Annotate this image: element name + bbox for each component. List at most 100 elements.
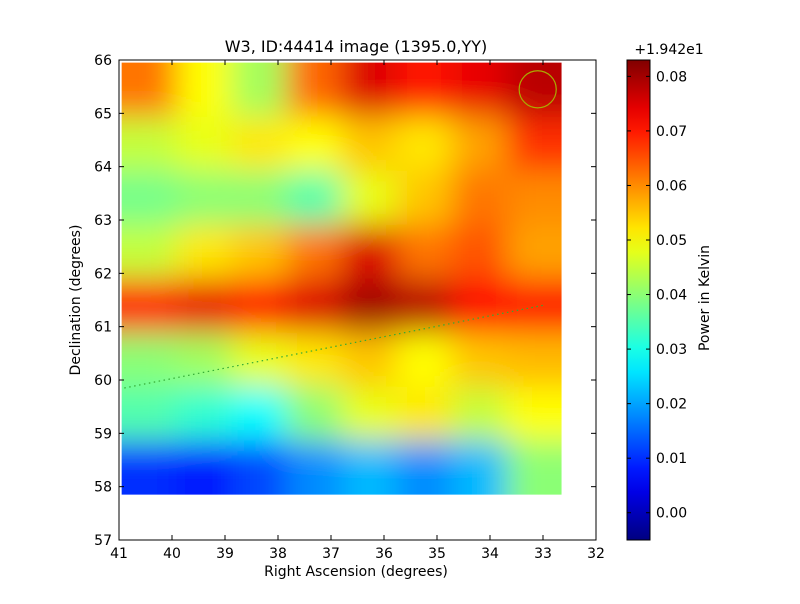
heatmap-cell [451,440,508,495]
y-tick-label: 63 [94,213,112,229]
y-tick-label: 65 [94,106,112,122]
heatmap-cell [286,224,343,280]
x-tick-label: 37 [322,546,340,562]
y-tick-label: 58 [94,480,112,496]
heatmap-cell [506,440,562,495]
heatmap-cell [176,62,233,118]
heatmap-cell [341,386,398,442]
heatmap-cell [176,386,233,442]
heatmap-cell [341,170,398,226]
beam-circle [518,70,557,109]
x-axis: 41 40 39 38 37 36 35 34 33 32 [110,60,605,562]
heatmap-cell [231,62,288,118]
x-tick-label: 32 [587,546,605,562]
x-axis-label: Right Ascension (degrees) [264,564,448,580]
heatmap-cell [286,62,343,118]
colorbar-tick-label: 0.05 [656,233,687,249]
colorbar-ticks: 0.00 0.01 0.02 0.03 0.04 0.05 0.06 0.07 0.08 [627,69,687,522]
colorbar-offset-text: +1.942e1 [634,42,703,58]
heatmap-cell [396,116,453,172]
heatmap-cell [121,332,178,388]
heatmap-cell [506,386,562,442]
heatmap-cell [341,116,398,172]
heatmap-cell [451,116,508,172]
y-tick-label: 61 [94,320,112,336]
heatmap-cell [286,386,343,442]
x-tick-label: 41 [110,546,128,562]
heatmap-cell [396,224,453,280]
colorbar-tick-label: 0.04 [656,288,687,304]
x-tick-label: 33 [534,546,552,562]
heatmap-cell [341,62,398,118]
heatmap-cell [286,440,343,495]
heatmap-cell [396,332,453,388]
colorbar-tick-label: 0.08 [656,69,687,85]
heatmap-cell [121,116,178,172]
heatmap-cell [286,170,343,226]
heatmap-cell [231,440,288,495]
colorbar-tick-label: 0.01 [656,451,687,467]
heatmap-cell [231,224,288,280]
heatmap-cell [451,386,508,442]
heatmap-cell [176,170,233,226]
heatmap-cell [341,332,398,388]
y-axis-label: Declination (degrees) [68,225,84,376]
heatmap-cell [176,224,233,280]
heatmap-cell [176,440,233,495]
colorbar-label: Power in Kelvin [697,245,713,351]
heatmap-cell [451,170,508,226]
colorbar-tick-label: 0.02 [656,397,687,413]
heatmap-cell [231,386,288,442]
heatmap-cell [286,116,343,172]
heatmap-cell [231,278,288,334]
x-tick-label: 38 [269,546,287,562]
x-tick-label: 35 [428,546,446,562]
y-tick-label: 60 [94,373,112,389]
chart-title: W3, ID:44414 image (1395.0,YY) [225,37,488,56]
heatmap-cell [231,332,288,388]
colorbar [626,59,651,541]
heatmap-cell [506,332,562,388]
heatmap-cell [506,116,562,172]
heatmap-cell [506,278,562,334]
heatmap-cell [121,386,178,442]
heatmap-image [121,62,562,495]
heatmap-cell [396,440,453,495]
heatmap-cell [396,170,453,226]
heatmap-cell [341,440,398,495]
heatmap-cell [121,62,178,118]
heatmap-cell [396,386,453,442]
heatmap-cell [286,278,343,334]
x-tick-label: 36 [375,546,393,562]
heatmap-cell [506,224,562,280]
plot-frame [118,59,597,541]
heatmap-cell [231,116,288,172]
colorbar-tick-label: 0.06 [656,178,687,194]
colorbar-tick-label: 0.00 [656,506,687,522]
heatmap-cell [231,170,288,226]
heatmap-cell [176,332,233,388]
annotations [124,70,557,389]
heatmap-cell [506,170,562,226]
y-tick-label: 57 [94,533,112,549]
heatmap-cell [341,224,398,280]
x-tick-label: 40 [163,546,181,562]
heatmap-cell [121,170,178,226]
heatmap-cell [176,116,233,172]
y-tick-label: 62 [94,266,112,282]
heatmap-cell [451,224,508,280]
y-axis: 57 58 59 60 61 62 63 64 65 66 [94,53,596,549]
heatmap-cell [121,224,178,280]
heatmap-cell [396,278,453,334]
heatmap-cell [396,62,453,118]
heatmap-cell [121,278,178,334]
heatmap-cell [286,332,343,388]
heatmap-cell [451,278,508,334]
colorbar-tick-label: 0.03 [656,342,687,358]
heatmap-cell [176,278,233,334]
heatmap-cell [341,278,398,334]
heatmap-cell [451,62,508,118]
y-tick-label: 66 [94,53,112,69]
